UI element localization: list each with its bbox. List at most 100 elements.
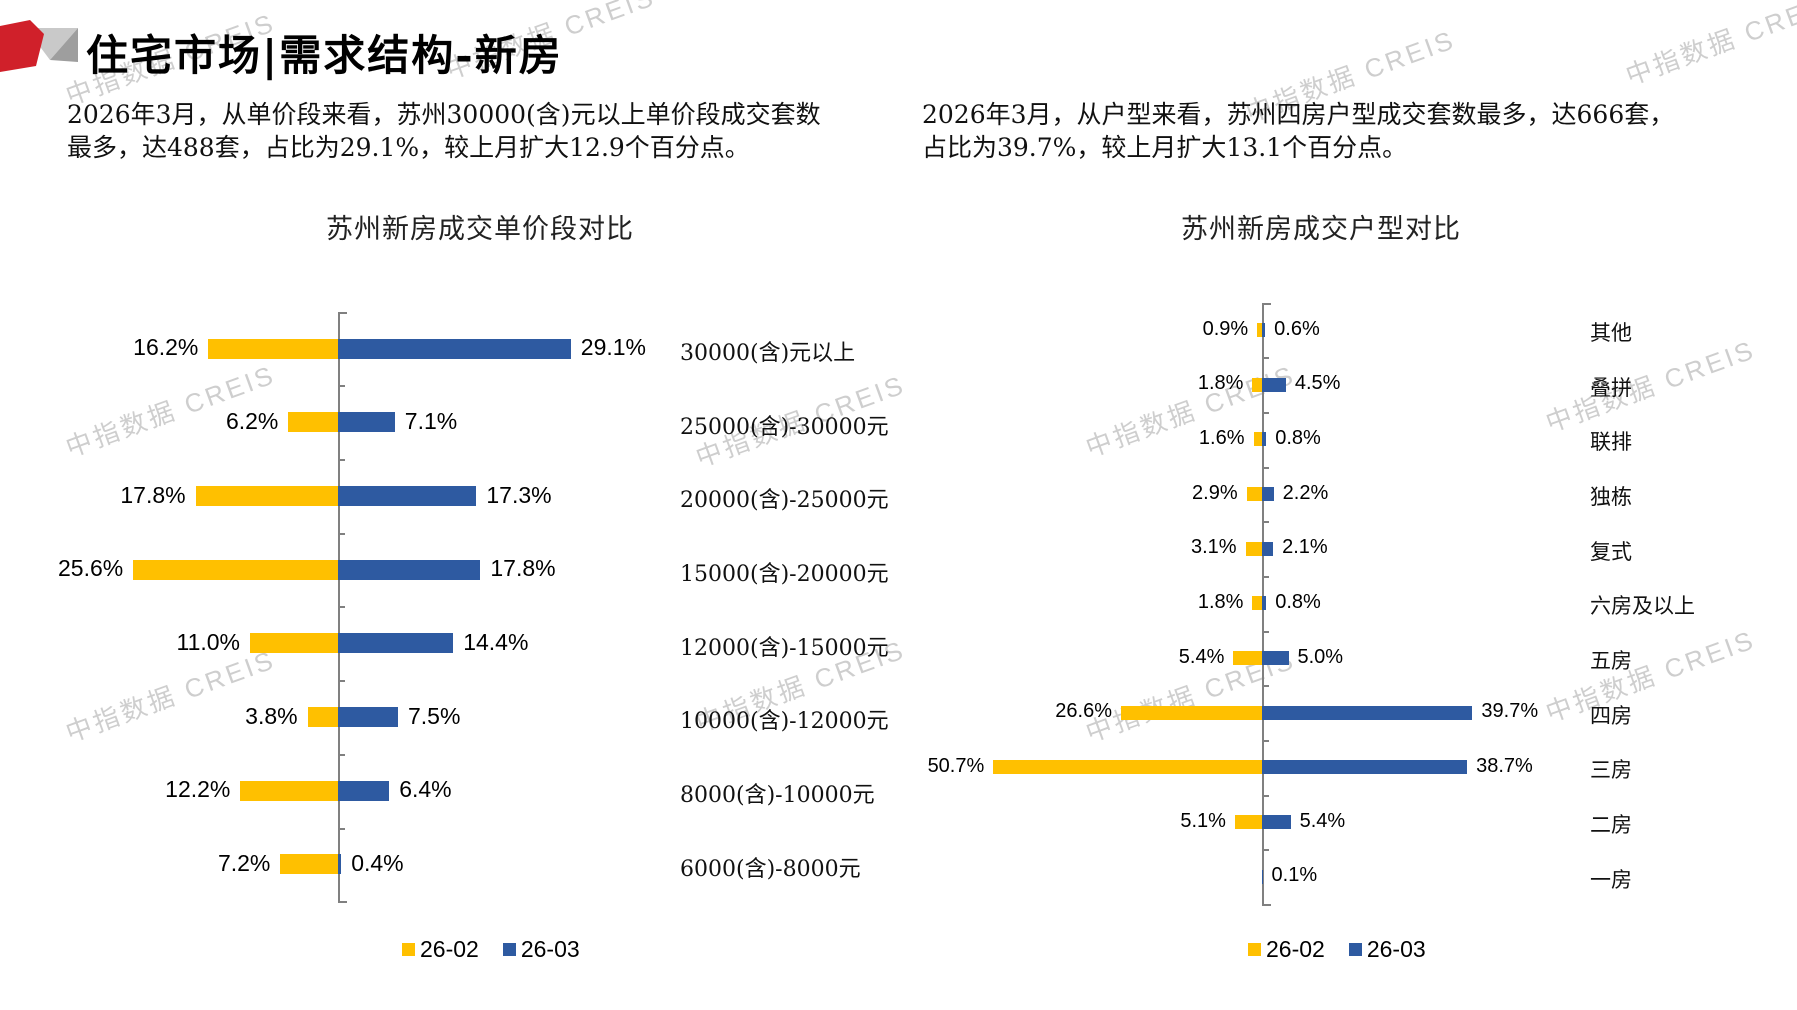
legend-label: 26-03	[1366, 936, 1426, 962]
legend-label: 26-02	[420, 936, 479, 962]
value-label-26-03: 14.4%	[463, 629, 529, 656]
legend-item-26-02: 26-02	[402, 936, 479, 963]
value-label-26-03: 38.7%	[1476, 754, 1533, 777]
value-label-26-03: 0.8%	[1275, 426, 1321, 449]
chart-title-price-segments: 苏州新房成交单价段对比	[326, 214, 634, 245]
axis-tick	[1262, 685, 1269, 688]
bar-26-03	[1262, 869, 1263, 884]
legend-marker-26-02	[1248, 943, 1261, 956]
bar-26-03	[338, 559, 481, 580]
category-label: 叠拼	[1590, 375, 1632, 400]
value-label-26-03: 5.4%	[1299, 809, 1346, 832]
category-label: 6000(含)-8000元	[680, 856, 861, 882]
bar-26-03	[338, 633, 454, 654]
bar-26-03	[1262, 323, 1266, 337]
legend-marker-26-03	[502, 943, 516, 956]
legend-item-26-03: 26-03	[1348, 936, 1426, 963]
summary-paragraph-right: 2026年3月，从户型来看，苏州四房户型成交套数最多，达666套， 占比为39.…	[922, 100, 1675, 162]
logo-gray-dark-shape	[50, 28, 78, 62]
legend-label: 26-03	[520, 936, 580, 962]
bar-26-03	[338, 338, 571, 359]
bar-26-02	[1234, 815, 1262, 830]
bar-26-02	[133, 559, 338, 580]
axis-tick	[1262, 357, 1269, 360]
bar-26-02	[1257, 323, 1262, 337]
bar-26-03	[338, 412, 395, 433]
bar-26-03	[338, 780, 390, 801]
axis-tick	[1262, 521, 1269, 524]
value-label-26-03: 0.4%	[351, 850, 404, 877]
bar-26-03	[1262, 596, 1267, 611]
bar-26-02	[208, 338, 338, 359]
bar-26-02	[1245, 541, 1262, 556]
axis-tick	[338, 385, 345, 388]
axis-tick	[1262, 412, 1269, 414]
value-label-26-02: 3.1%	[1190, 536, 1237, 559]
axis-tick	[338, 311, 347, 314]
bar-26-02	[1246, 487, 1262, 501]
category-label: 五房	[1590, 649, 1632, 673]
bar-26-03	[338, 854, 342, 875]
category-label: 10000(含)-12000元	[680, 709, 889, 735]
creis-logo-icon	[0, 20, 78, 72]
value-label-26-02: 16.2%	[133, 334, 199, 361]
value-label-26-02: 11.0%	[176, 629, 240, 656]
bar-26-02	[240, 780, 338, 801]
value-label-26-03: 2.2%	[1282, 481, 1329, 504]
value-label-26-03: 39.7%	[1481, 700, 1539, 723]
value-label-26-03: 17.8%	[490, 555, 556, 582]
value-label-26-03: 0.6%	[1274, 317, 1320, 340]
value-label-26-02: 50.7%	[927, 754, 985, 777]
bar-26-02	[1121, 705, 1262, 720]
bar-26-03	[338, 485, 477, 506]
axis-tick	[338, 680, 345, 683]
value-label-26-02: 17.8%	[120, 481, 186, 508]
category-label: 六房及以上	[1590, 594, 1695, 619]
value-label-26-02: 25.6%	[57, 555, 124, 582]
value-label-26-02: 12.2%	[165, 776, 231, 803]
bar-26-03	[1262, 705, 1473, 720]
category-label: 一房	[1590, 867, 1632, 892]
chart-title-house-types: 苏州新房成交户型对比	[1181, 214, 1461, 245]
legend-item-26-03: 26-03	[502, 936, 580, 963]
axis-tick	[338, 901, 347, 904]
value-label-26-02: 1.6%	[1198, 426, 1245, 449]
value-label-26-02: 7.2%	[217, 850, 271, 877]
bar-26-03	[1262, 651, 1289, 666]
value-label-26-02: 6.2%	[225, 407, 279, 434]
value-label-26-02: 26.6%	[1055, 700, 1113, 723]
value-label-26-03: 5.0%	[1297, 645, 1344, 668]
legend-label: 26-02	[1266, 936, 1325, 962]
value-label-26-02: 5.4%	[1178, 645, 1225, 668]
bar-26-03	[1262, 815, 1291, 830]
legend-price-chart: 26-02 26-03	[402, 936, 580, 963]
category-label: 独栋	[1590, 484, 1632, 509]
bar-26-02	[288, 412, 338, 433]
bar-26-02	[1233, 651, 1262, 666]
legend-marker-26-02	[402, 943, 415, 956]
bar-26-02	[195, 485, 338, 506]
value-label-26-02: 1.8%	[1197, 372, 1244, 395]
value-label-26-03: 0.1%	[1271, 864, 1318, 887]
axis-tick	[338, 606, 345, 609]
bar-26-02	[1252, 377, 1262, 392]
category-label: 30000(含)元以上	[680, 340, 856, 366]
value-label-26-03: 7.5%	[408, 702, 461, 729]
category-label: 20000(含)-25000元	[680, 488, 889, 514]
category-label: 四房	[1590, 703, 1632, 728]
summary-paragraph-left: 2026年3月，从单价段来看，苏州30000(含)元以上单价段成交套数 最多，达…	[67, 100, 821, 162]
value-label-26-03: 4.5%	[1294, 372, 1341, 395]
bar-26-02	[1252, 596, 1262, 611]
legend-item-26-02: 26-02	[1248, 936, 1325, 963]
logo-red-shape	[0, 20, 44, 72]
axis-tick	[1262, 740, 1269, 743]
axis-tick	[338, 753, 345, 756]
category-label: 25000(含)-30000元	[680, 414, 889, 440]
value-label-26-02: 2.9%	[1192, 481, 1238, 504]
category-label: 15000(含)-20000元	[680, 561, 889, 587]
bar-26-03	[1262, 432, 1267, 447]
value-label-26-02: 1.8%	[1197, 590, 1244, 613]
category-label: 联排	[1590, 430, 1632, 455]
value-label-26-03: 0.8%	[1275, 590, 1321, 613]
